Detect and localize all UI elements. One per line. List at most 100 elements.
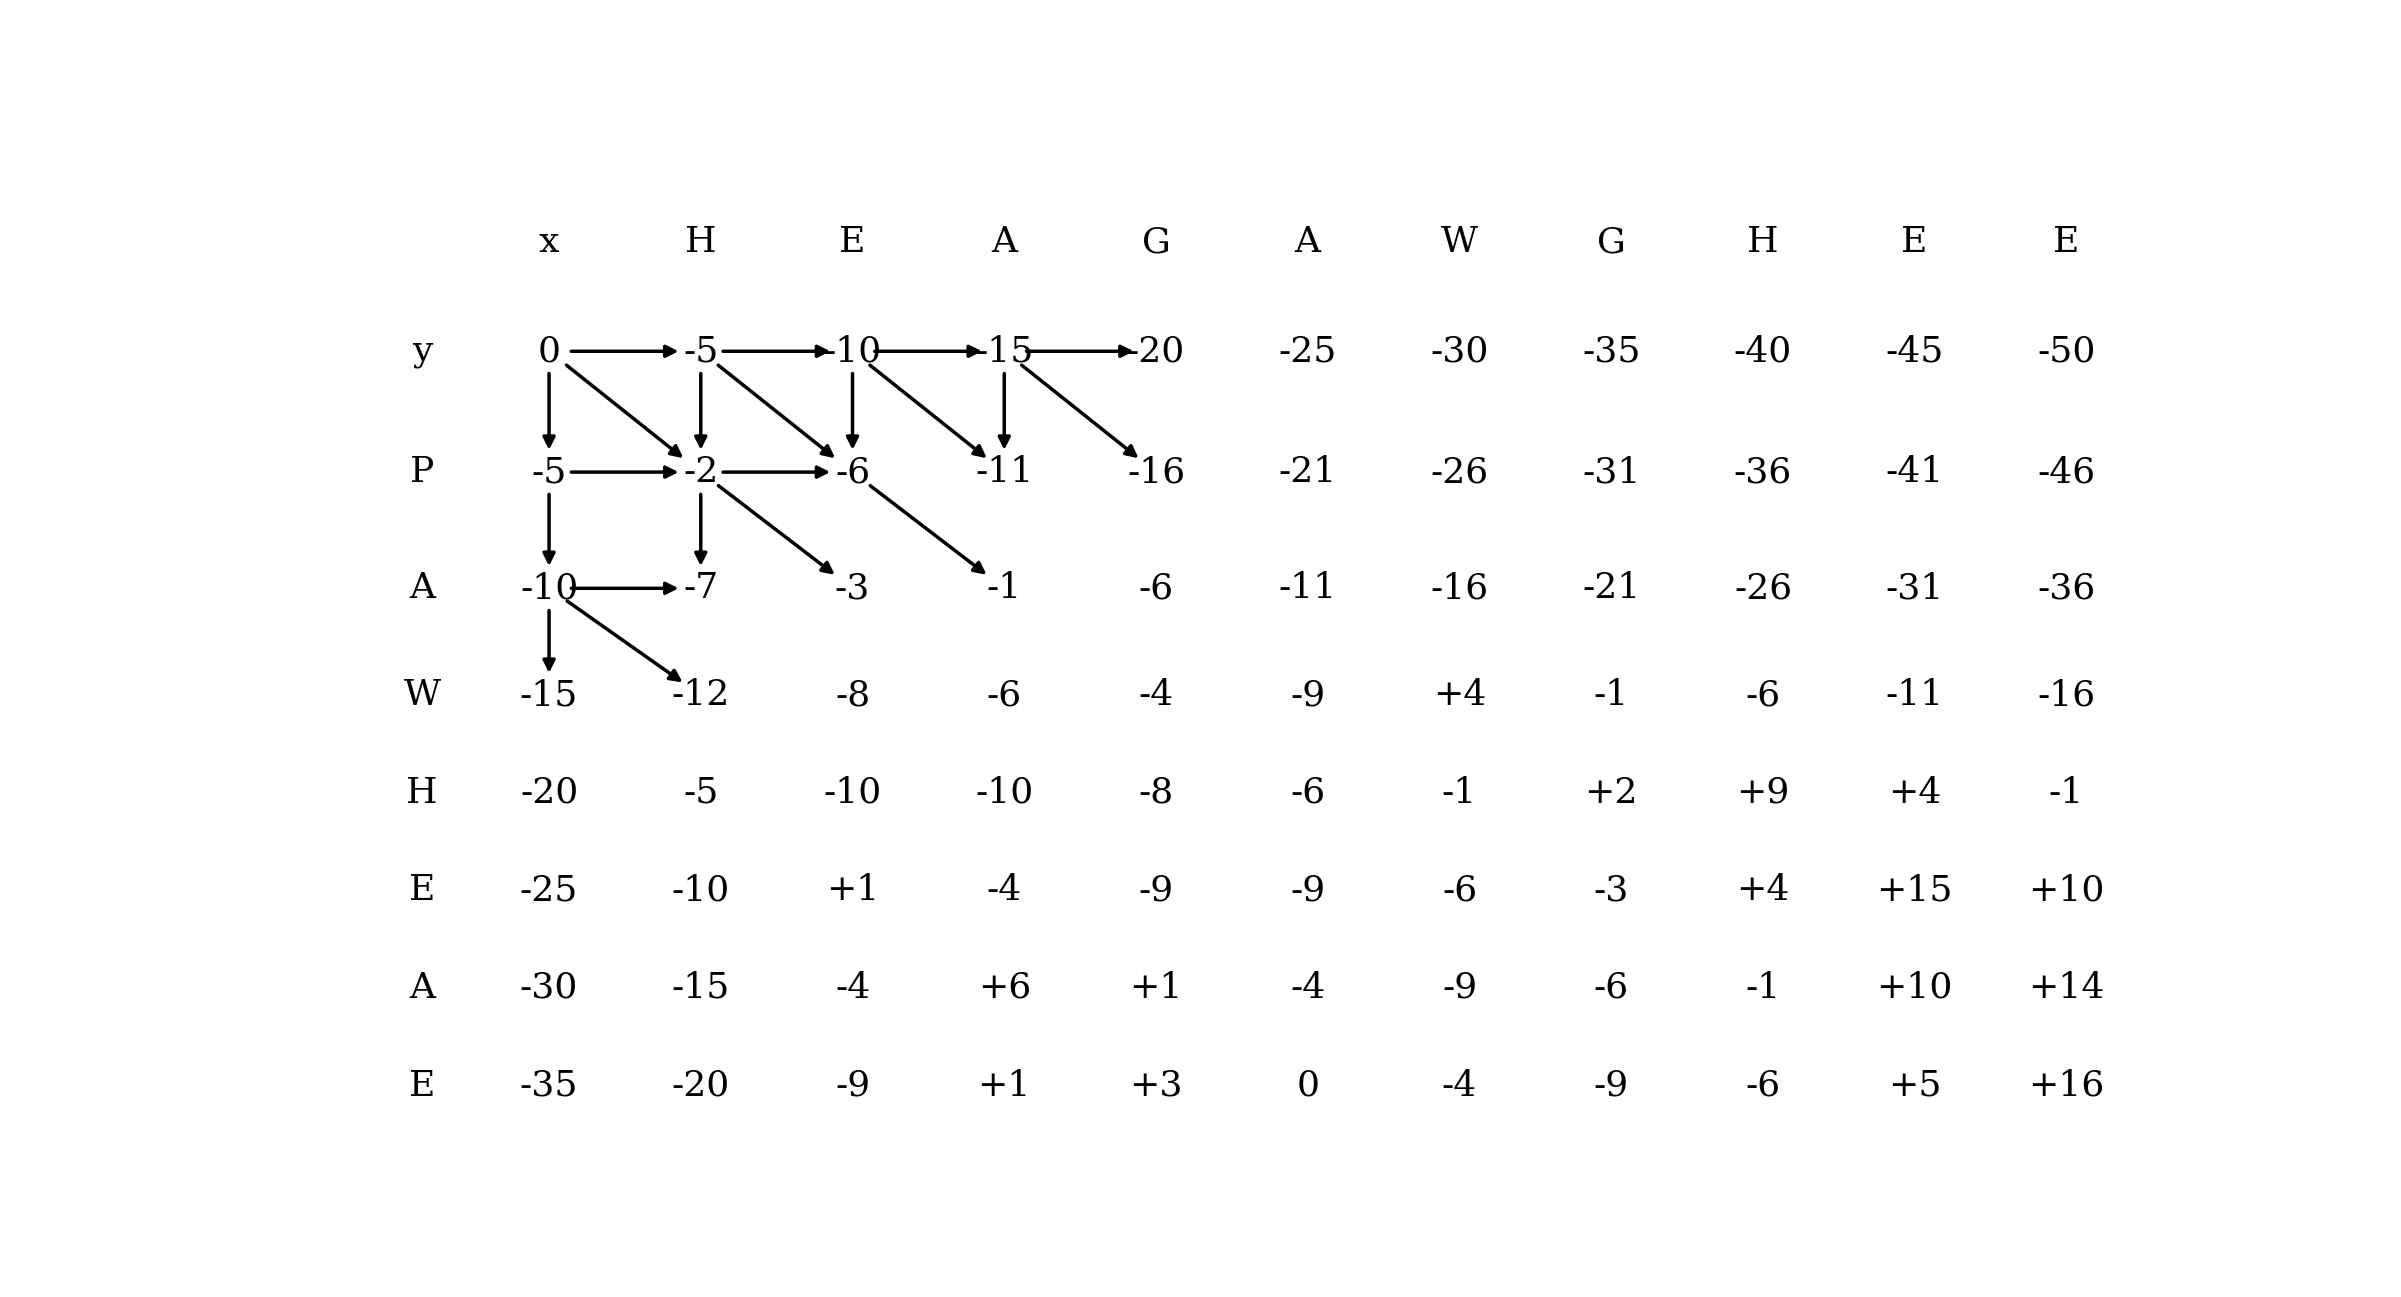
Text: -11: -11 [1885, 678, 1945, 712]
Text: -9: -9 [1289, 873, 1325, 908]
Text: -16: -16 [1126, 455, 1186, 489]
Text: -9: -9 [1594, 1069, 1628, 1102]
FancyArrowPatch shape [869, 366, 984, 455]
Text: -9: -9 [1138, 873, 1174, 908]
Text: W: W [403, 678, 439, 712]
Text: A: A [408, 571, 435, 606]
Text: -5: -5 [531, 455, 567, 489]
FancyArrowPatch shape [571, 467, 675, 477]
Text: -20: -20 [521, 776, 579, 809]
Text: P: P [411, 455, 435, 489]
Text: +6: +6 [977, 971, 1030, 1005]
Text: -6: -6 [1443, 873, 1477, 908]
FancyArrowPatch shape [718, 366, 833, 455]
Text: -26: -26 [1431, 455, 1489, 489]
Text: -21: -21 [1280, 455, 1337, 489]
Text: -4: -4 [1289, 971, 1325, 1005]
Text: -5: -5 [684, 776, 718, 809]
FancyArrowPatch shape [1023, 366, 1136, 455]
Text: -36: -36 [1734, 455, 1791, 489]
Text: -6: -6 [1746, 678, 1782, 712]
Text: -50: -50 [2036, 335, 2096, 368]
Text: 0: 0 [538, 335, 559, 368]
Text: H: H [684, 226, 715, 259]
Text: -10: -10 [672, 873, 730, 908]
Text: E: E [2053, 226, 2079, 259]
Text: +5: +5 [1887, 1069, 1942, 1102]
Text: H: H [1748, 226, 1779, 259]
FancyArrowPatch shape [718, 485, 831, 572]
Text: A: A [1294, 226, 1321, 259]
Text: -4: -4 [1443, 1069, 1477, 1102]
Text: -40: -40 [1734, 335, 1791, 368]
Text: A: A [408, 971, 435, 1005]
Text: -25: -25 [521, 873, 579, 908]
Text: +3: +3 [1128, 1069, 1184, 1102]
Text: -3: -3 [1594, 873, 1628, 908]
Text: -3: -3 [836, 571, 869, 606]
Text: -45: -45 [1885, 335, 1945, 368]
Text: E: E [408, 1069, 435, 1102]
Text: -10: -10 [824, 776, 881, 809]
Text: -6: -6 [836, 455, 869, 489]
Text: -9: -9 [836, 1069, 869, 1102]
FancyArrowPatch shape [545, 374, 555, 446]
Text: -10: -10 [824, 335, 881, 368]
Text: G: G [1597, 226, 1625, 259]
Text: -6: -6 [1138, 571, 1174, 606]
Text: -10: -10 [521, 571, 579, 606]
Text: -9: -9 [1443, 971, 1477, 1005]
Text: +10: +10 [2029, 873, 2106, 908]
Text: +2: +2 [1585, 776, 1637, 809]
FancyArrowPatch shape [696, 374, 706, 446]
FancyArrowPatch shape [869, 485, 984, 572]
Text: -20: -20 [1126, 335, 1186, 368]
Text: 0: 0 [1297, 1069, 1318, 1102]
Text: -9: -9 [1289, 678, 1325, 712]
FancyArrowPatch shape [571, 584, 675, 593]
Text: -36: -36 [2038, 571, 2096, 606]
Text: -4: -4 [836, 971, 869, 1005]
Text: -1: -1 [1594, 678, 1628, 712]
Text: -2: -2 [684, 455, 718, 489]
Text: -11: -11 [1280, 571, 1337, 606]
Text: -16: -16 [2038, 678, 2096, 712]
Text: y: y [413, 335, 432, 368]
Text: W: W [1441, 226, 1479, 259]
Text: -6: -6 [1289, 776, 1325, 809]
FancyArrowPatch shape [848, 374, 857, 446]
FancyArrowPatch shape [723, 467, 826, 477]
FancyArrowPatch shape [567, 366, 679, 455]
Text: -7: -7 [684, 571, 718, 606]
Text: -4: -4 [1138, 678, 1174, 712]
Text: +4: +4 [1433, 678, 1486, 712]
Text: -31: -31 [1582, 455, 1640, 489]
Text: +1: +1 [977, 1069, 1030, 1102]
Text: -11: -11 [975, 455, 1032, 489]
Text: -35: -35 [1582, 335, 1640, 368]
Text: -4: -4 [987, 873, 1023, 908]
Text: -6: -6 [987, 678, 1023, 712]
Text: -1: -1 [987, 571, 1023, 606]
Text: -1: -1 [2048, 776, 2084, 809]
Text: x: x [538, 226, 559, 259]
Text: -35: -35 [519, 1069, 579, 1102]
FancyArrowPatch shape [696, 494, 706, 562]
Text: -6: -6 [1594, 971, 1628, 1005]
Text: -15: -15 [975, 335, 1032, 368]
Text: +15: +15 [1878, 873, 1952, 908]
Text: E: E [840, 226, 867, 259]
Text: -21: -21 [1582, 571, 1640, 606]
Text: +10: +10 [1878, 971, 1952, 1005]
Text: -8: -8 [1138, 776, 1174, 809]
Text: -6: -6 [1746, 1069, 1782, 1102]
Text: -20: -20 [672, 1069, 730, 1102]
Text: E: E [1902, 226, 1928, 259]
FancyArrowPatch shape [1028, 346, 1131, 357]
FancyArrowPatch shape [571, 346, 675, 357]
FancyArrowPatch shape [545, 494, 555, 562]
Text: -15: -15 [672, 971, 730, 1005]
Text: +14: +14 [2029, 971, 2106, 1005]
Text: -16: -16 [1431, 571, 1489, 606]
Text: +1: +1 [1128, 971, 1184, 1005]
